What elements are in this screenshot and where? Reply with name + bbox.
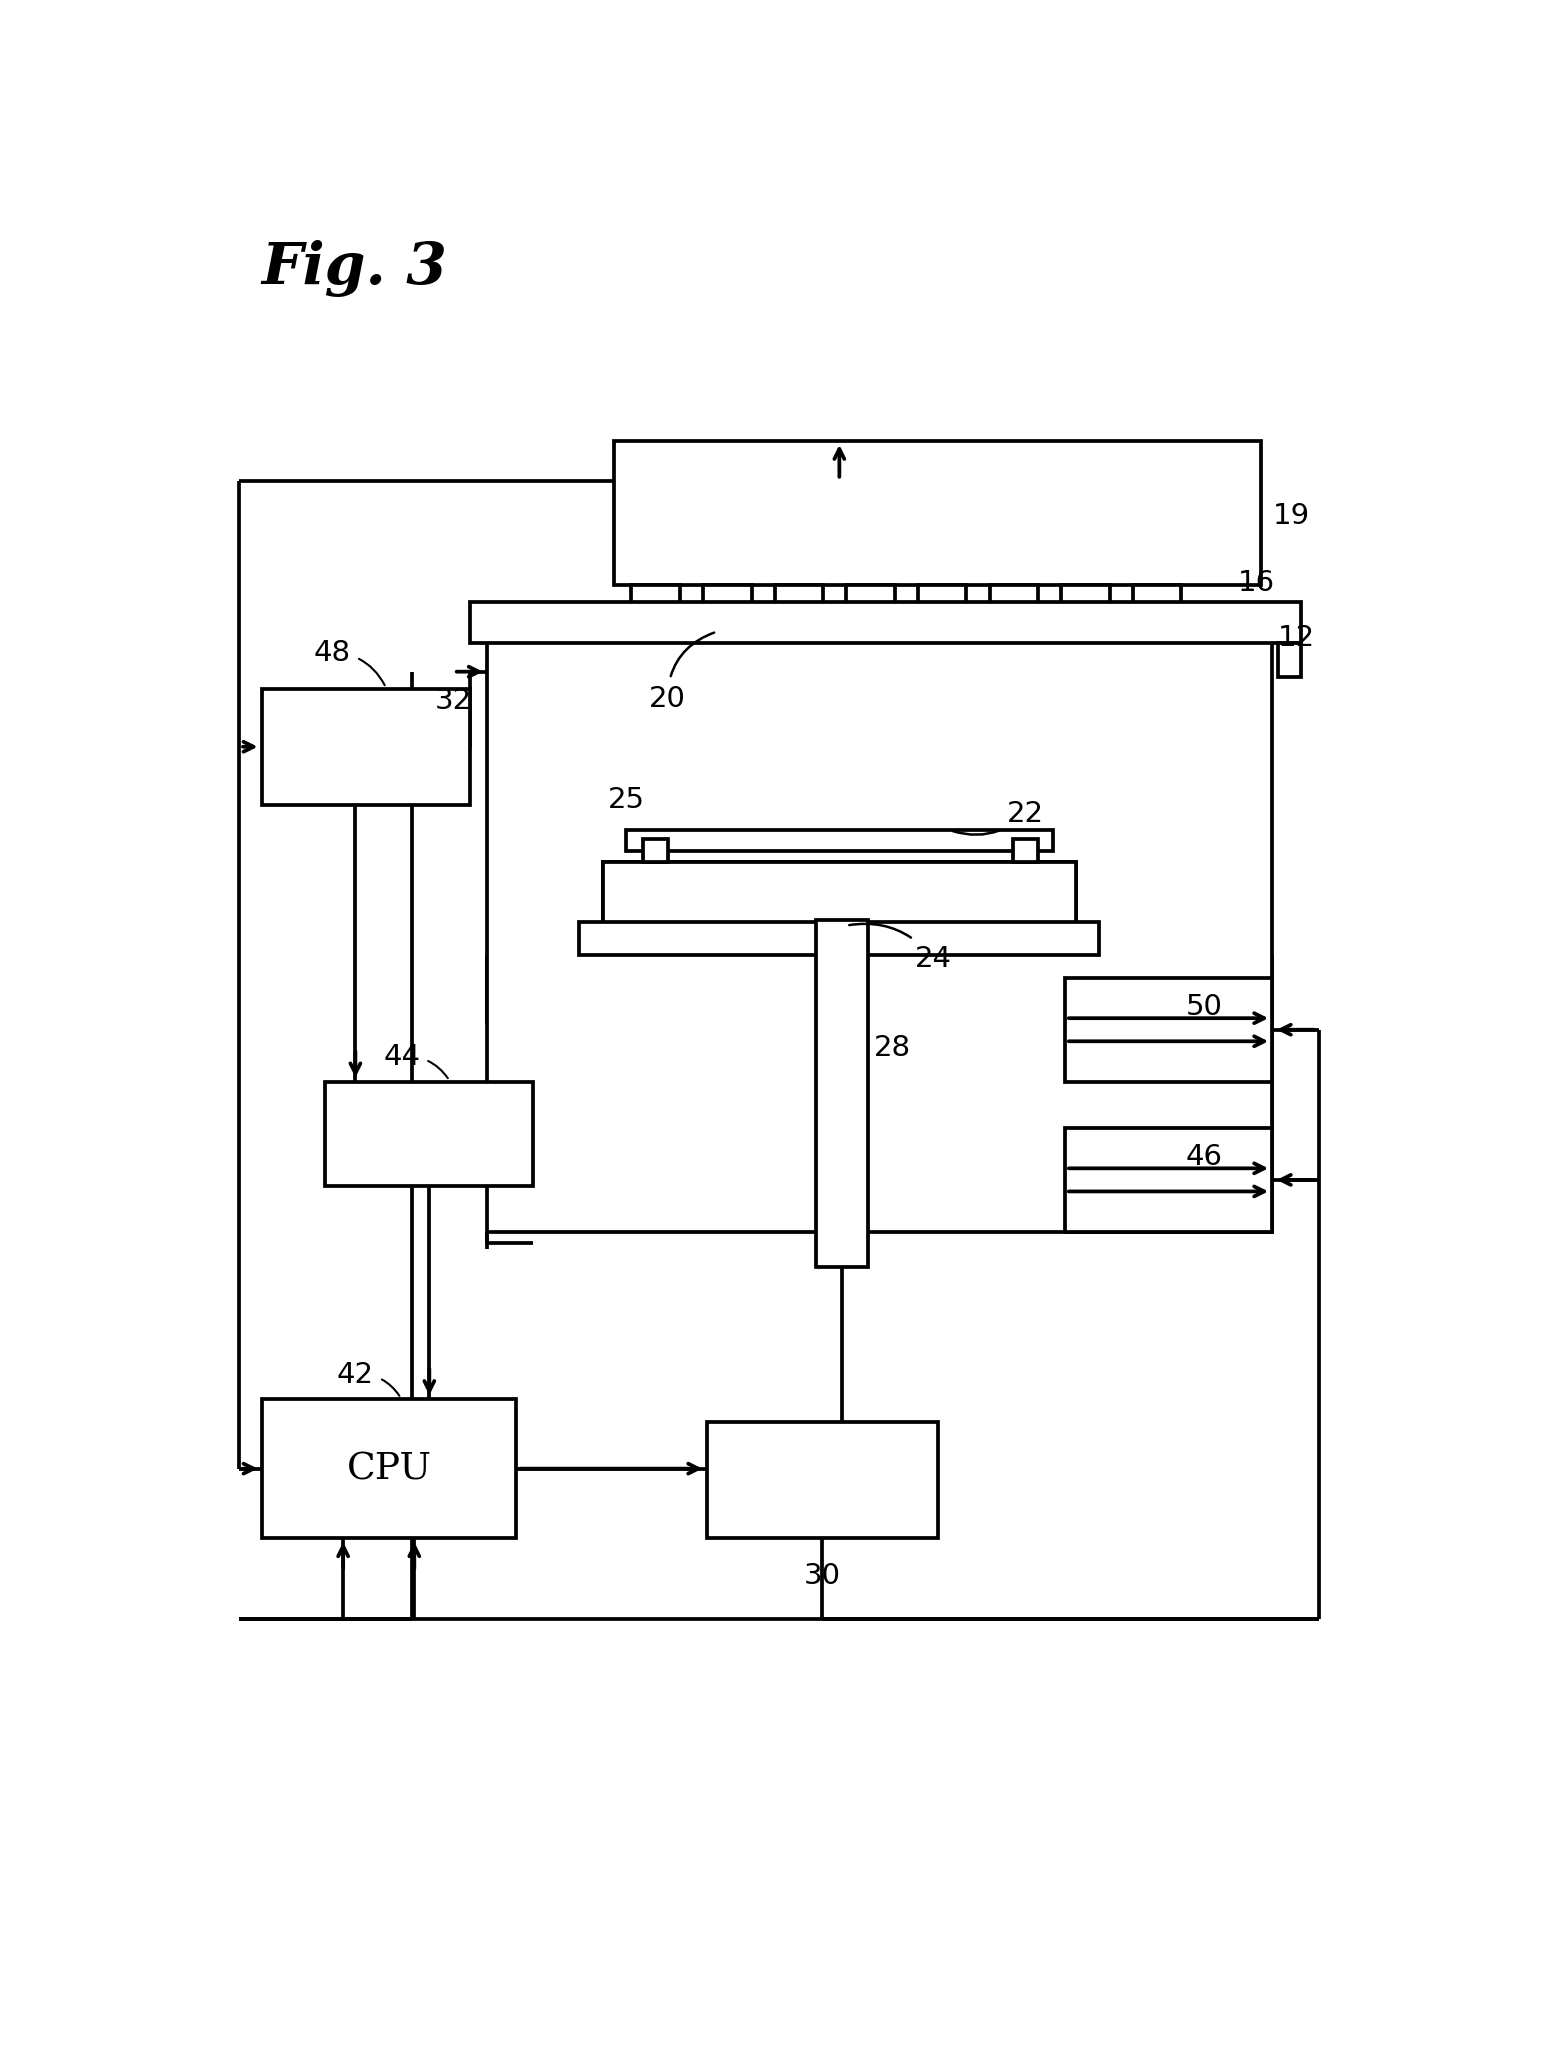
Text: CPU: CPU [347, 1452, 431, 1487]
Text: 32: 32 [435, 688, 473, 714]
Bar [487, 614, 1272, 1231]
Text: 20: 20 [648, 632, 714, 712]
Text: 22: 22 [953, 801, 1043, 836]
Bar [580, 922, 1099, 955]
Text: 50: 50 [1185, 992, 1222, 1021]
Bar [1064, 978, 1272, 1081]
Bar [816, 920, 868, 1266]
Bar [1061, 585, 1109, 642]
Text: 19: 19 [1272, 502, 1309, 529]
Bar [625, 830, 1053, 850]
Bar [325, 1081, 533, 1186]
Text: 12: 12 [1278, 624, 1316, 651]
Bar [917, 585, 966, 642]
Bar [614, 441, 1261, 585]
Bar [703, 585, 751, 642]
Bar [846, 585, 894, 642]
Bar [261, 1400, 516, 1538]
Text: 44: 44 [383, 1042, 448, 1079]
Text: 46: 46 [1185, 1143, 1222, 1172]
Text: 30: 30 [804, 1561, 840, 1590]
Bar [642, 840, 669, 863]
Bar [631, 585, 680, 642]
Text: 48: 48 [314, 638, 384, 686]
Bar [602, 863, 1076, 927]
Text: 24: 24 [849, 924, 952, 972]
Bar [470, 603, 1302, 642]
Text: 25: 25 [608, 787, 645, 813]
Text: 42: 42 [337, 1361, 400, 1396]
Text: 16: 16 [1238, 568, 1275, 597]
Text: 28: 28 [874, 1034, 911, 1060]
Bar [602, 863, 1076, 927]
Bar [774, 585, 823, 642]
Bar [1064, 1128, 1272, 1231]
Bar [1012, 840, 1037, 863]
Bar [1278, 642, 1302, 677]
Bar [989, 585, 1037, 642]
Bar [706, 1423, 938, 1538]
Text: Fig. 3: Fig. 3 [261, 239, 448, 296]
Bar [1132, 585, 1180, 642]
Bar [261, 690, 470, 805]
